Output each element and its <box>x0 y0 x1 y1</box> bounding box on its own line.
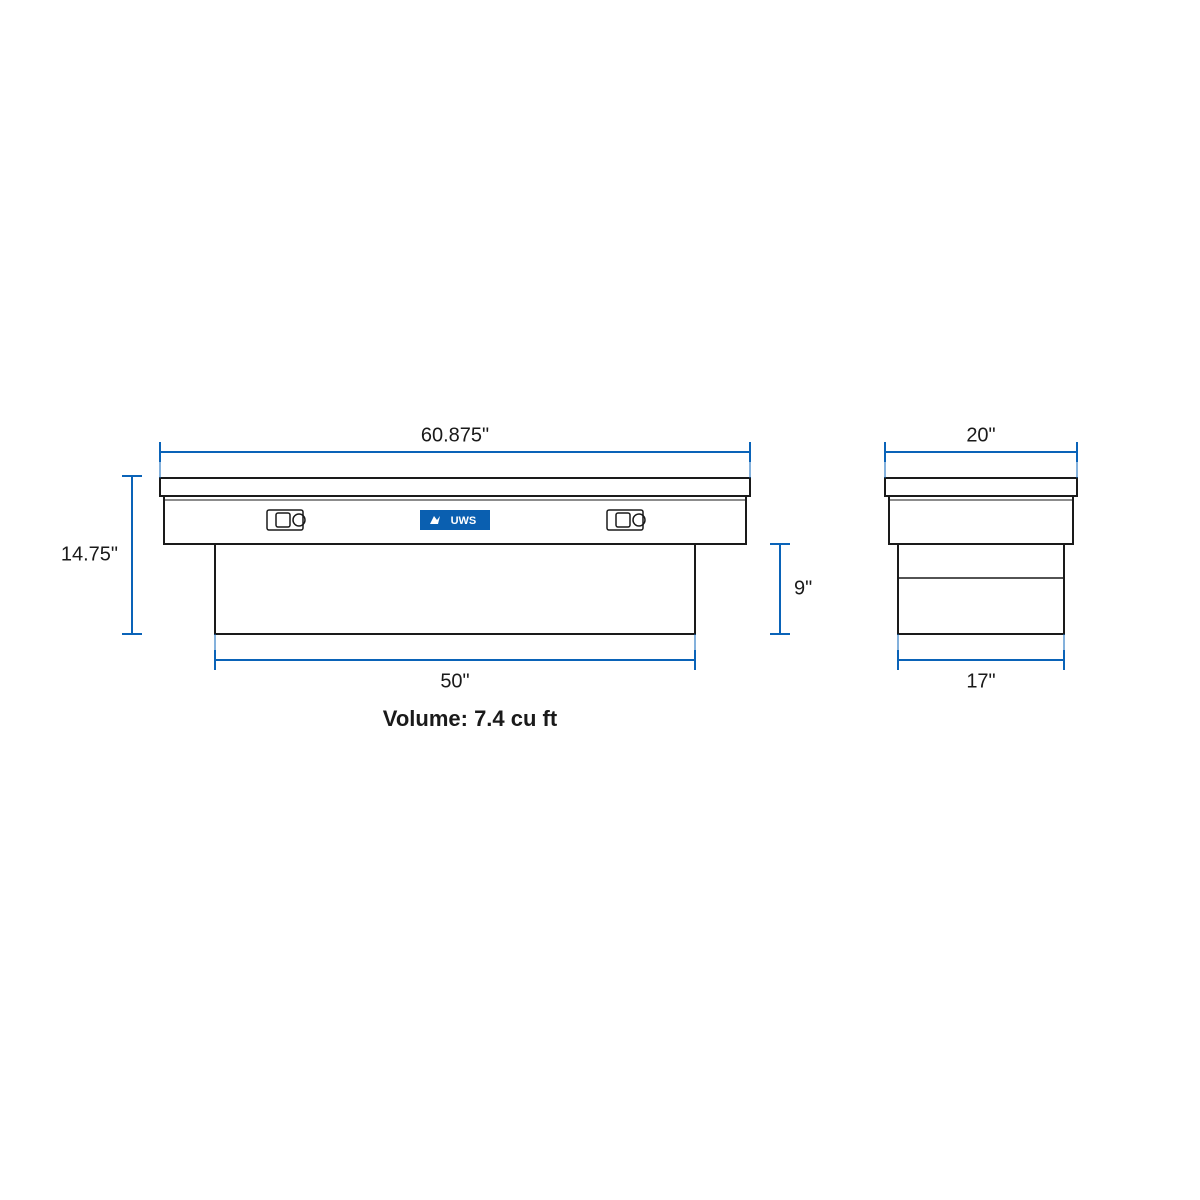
volume-label: Volume: 7.4 cu ft <box>383 706 558 731</box>
dim-right-lower-height: 9" <box>794 577 812 599</box>
dim-top-overall: 60.875" <box>421 424 489 446</box>
dim-side-bottom: 17" <box>966 670 995 692</box>
logo-text: UWS <box>451 515 477 527</box>
dim-left-height: 14.75" <box>61 543 118 565</box>
dim-bottom-lower: 50" <box>440 670 469 692</box>
dim-side-top: 20" <box>966 424 995 446</box>
